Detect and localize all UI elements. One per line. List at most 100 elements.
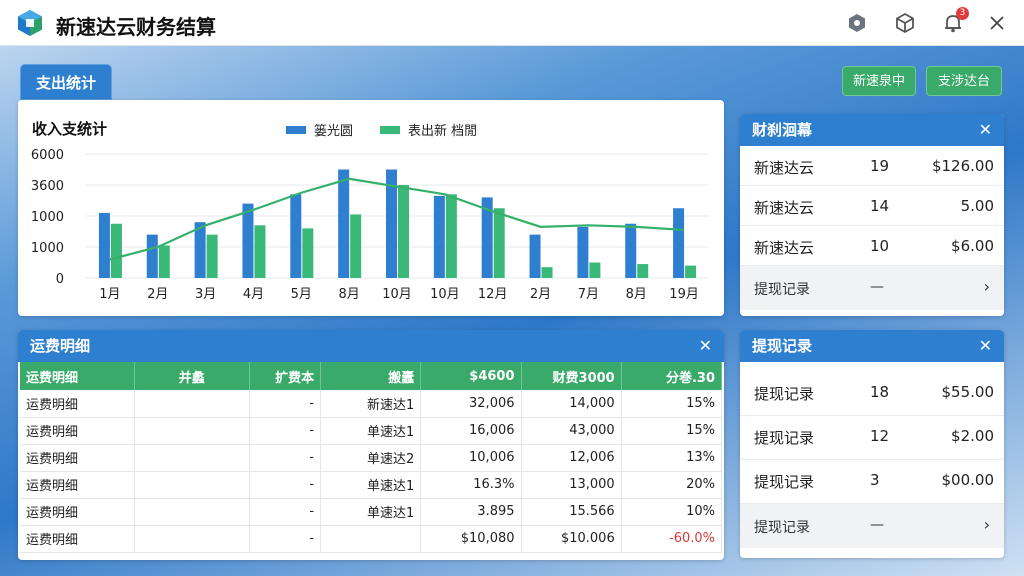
table-cell: - [249,417,322,445]
table-header-row: 运费明细 并蠡 扩费本 搬蠹 $4600 财费3000 分巻.30 [20,362,723,390]
table-cell [134,471,250,499]
bar-series-2 [493,208,505,278]
column-header[interactable]: 分巻.30 [621,362,723,390]
app-logo-icon [18,10,42,36]
table-cell: -60.0% [621,525,723,553]
bar-series-1 [673,208,685,278]
table-cell: 14,000 [521,390,622,418]
freight-table: 运费明细 并蠡 扩费本 搬蠹 $4600 财费3000 分巻.30 运费明细 - 新… [20,362,723,553]
table-cell: - [249,390,322,418]
column-header[interactable]: 运费明细 [20,362,136,390]
withdrawal-row[interactable]: 提现记录 18 $55.00 [740,372,1004,416]
row-name: 新速达云 [754,159,815,177]
bar-series-1 [481,197,493,278]
table-cell: 3.895 [420,498,522,526]
footer-label: 提现记录 [754,282,810,298]
table-cell: - [249,471,322,499]
summary-card-header: 财刹洄幕 ✕ [740,114,1004,146]
table-cell: 32,006 [420,390,522,418]
x-tick-label: 8月 [626,287,647,302]
column-header[interactable]: 搬蠹 [320,362,422,390]
bar-series-1 [433,195,445,278]
table-cell: 43,000 [521,417,622,445]
column-header[interactable]: 扩费本 [249,362,322,390]
table-cell: 10% [621,498,723,526]
summary-row[interactable]: 新速达云 19 $126.00 [740,146,1004,186]
row-count: 14 [870,197,890,215]
table-cell: 单速达1 [320,417,422,445]
bar-series-2 [398,185,409,278]
bar-series-1 [98,212,110,278]
table-cell: 16,006 [420,417,522,445]
x-tick-label: 10月 [382,287,412,302]
column-header[interactable]: 财费3000 [521,362,622,390]
settings-hex-icon[interactable] [846,12,868,34]
legend-label-1: 篓光圆 [314,124,354,139]
row-count: 10 [870,237,890,255]
table-row[interactable]: 运费明细 - $10,080 $10.006 -60.0% [20,525,723,553]
app-title: 新速达云财务结算 [56,15,216,39]
row-count: 19 [870,157,890,175]
summary-card-footer[interactable]: 提现记录 — › [740,266,1004,310]
close-icon[interactable] [986,12,1008,34]
table-cell: $10.006 [521,525,622,553]
footer-dash: — [870,279,884,295]
row-count: 18 [870,383,890,401]
cube-icon[interactable] [894,12,916,34]
legend-item-1: 篓光圆 [286,120,353,139]
table-cell: 运费明细 [20,471,136,499]
table-cell: 单速达1 [320,471,422,499]
table-cell: 13,000 [521,471,622,499]
freight-panel-header: 运费明细 ✕ [18,330,724,362]
table-cell: - [249,444,322,472]
top-button-1[interactable]: 新速泉中 [842,66,916,96]
table-cell: 运费明细 [20,525,136,553]
bar-series-2 [637,264,649,278]
x-tick-label: 10月 [430,287,460,302]
withdrawal-card-footer[interactable]: 提现记录 — › [740,504,1004,548]
table-row[interactable]: 运费明细 - 单速达1 3.895 15.566 10% [20,498,723,526]
table-cell [134,444,250,472]
top-button-2[interactable]: 支涉达台 [926,66,1002,96]
summary-row[interactable]: 新速达云 14 5.00 [740,186,1004,226]
close-icon[interactable]: ✕ [698,336,712,355]
legend-swatch-green [380,125,400,134]
chevron-right-icon[interactable]: › [983,515,990,534]
x-tick-label: 1月 [99,287,120,302]
section-tab-expense-stats[interactable]: 支出统计 [20,64,112,100]
withdrawal-row[interactable]: 提现记录 12 $2.00 [740,416,1004,460]
bar-series-2 [685,265,697,278]
bar-series-1 [386,169,397,278]
close-icon[interactable]: ✕ [978,120,992,139]
table-row[interactable]: 运费明细 - 单速达1 16.3% 13,000 20% [20,471,723,499]
row-count: 3 [870,471,880,489]
chart-panel: 收入支统计 篓光圆 表出新 档閒 0 1000 1000 3600 6000 1月 2月 3月… [18,100,724,316]
table-cell: 单速达2 [320,444,422,472]
table-cell: 新速达1 [320,390,422,418]
y-tick-label: 3600 [31,179,64,194]
column-header[interactable]: $4600 [420,362,522,390]
chevron-right-icon[interactable]: › [983,277,990,296]
table-cell: 单速达1 [320,498,422,526]
row-name: 新速达云 [754,199,815,217]
table-row[interactable]: 运费明细 - 单速达1 16,006 43,000 15% [20,417,723,445]
bar-series-1 [577,226,589,278]
table-row[interactable]: 运费明细 - 新速达1 32,006 14,000 15% [20,390,723,418]
withdrawal-card-header: 提现记录 ✕ [740,330,1004,362]
table-cell: - [249,525,322,553]
row-name: 提现记录 [754,473,815,491]
x-tick-label: 12月 [478,287,508,302]
summary-row[interactable]: 新速达云 10 $6.00 [740,226,1004,266]
x-tick-label: 7月 [578,287,599,302]
close-icon[interactable]: ✕ [978,336,992,355]
bell-icon[interactable] [942,12,964,34]
bar-series-2 [110,223,122,278]
row-count: 12 [870,427,890,445]
table-row[interactable]: 运费明细 - 单速达2 10,006 12,006 13% [20,444,723,472]
bar-series-1 [338,169,350,278]
withdrawal-row[interactable]: 提现记录 3 $00.00 [740,460,1004,504]
column-header[interactable]: 并蠡 [134,362,250,390]
table-cell [134,525,250,553]
row-name: 提现记录 [754,385,815,403]
x-tick-label: 8月 [339,287,360,302]
